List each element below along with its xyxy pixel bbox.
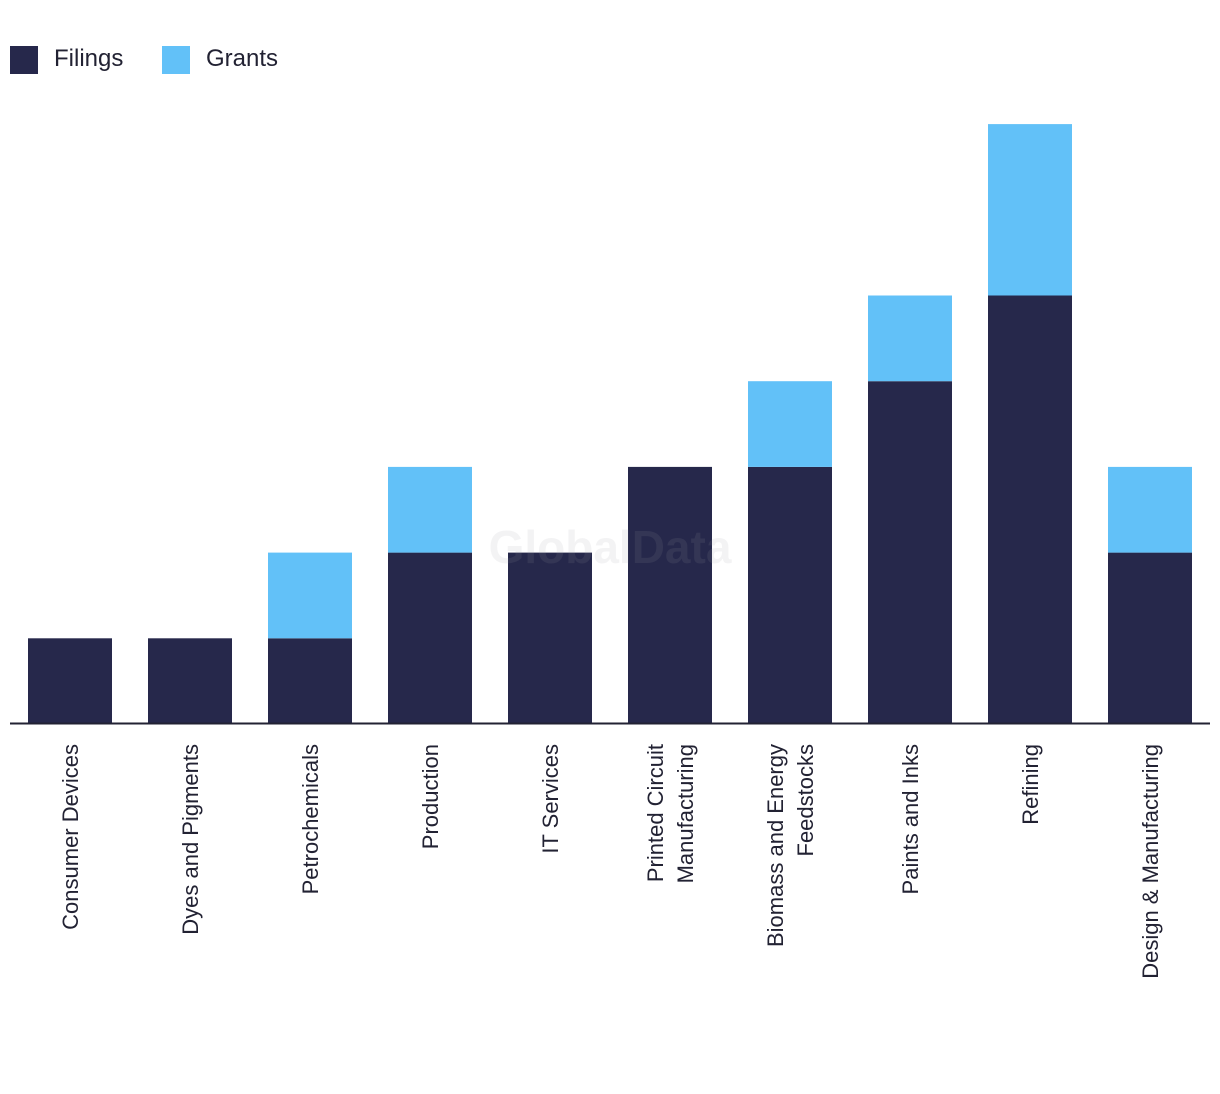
x-tick-label-consumer-devices: Consumer Devices: [58, 744, 83, 930]
x-tick-label-line: Refining: [1018, 744, 1043, 825]
x-tick-label-biomass-and-energy-feedstocks: Biomass and Energy Feedstocks: [763, 744, 818, 947]
bar-filings-biomass-and-energy-feedstocks: [748, 466, 832, 724]
bar-filings-refining: [988, 295, 1072, 724]
x-tick-label-line: Biomass and Energy: [763, 744, 788, 947]
bar-filings-dyes-and-pigments: [148, 638, 232, 724]
x-tick-label-production: Production: [418, 744, 443, 849]
x-tick-label-printed-circuit-manufacturing: Printed Circuit Manufacturing: [643, 744, 698, 883]
x-tick-label-it-services: IT Services: [538, 744, 563, 854]
x-tick-label-line: Design & Manufacturing: [1138, 744, 1163, 979]
bar-filings-petrochemicals: [268, 638, 352, 724]
bar-filings-design-and-manufacturing: [1108, 552, 1192, 724]
x-tick-labels: Consumer Devices Dyes and Pigments Petroch…: [58, 744, 1163, 979]
bar-filings-paints-and-inks: [868, 381, 952, 724]
x-tick-label-line: Consumer Devices: [58, 744, 83, 930]
bar-filings-printed-circuit-manufacturing: [628, 466, 712, 724]
x-tick-label-design-and-manufacturing: Design & Manufacturing: [1138, 744, 1163, 979]
bars: [28, 124, 1192, 724]
x-tick-label-line: Production: [418, 744, 443, 849]
x-tick-label-line: Dyes and Pigments: [178, 744, 203, 935]
legend: Filings Grants: [10, 45, 278, 74]
bar-grants-petrochemicals: [268, 552, 352, 639]
watermark: GlobalData: [489, 521, 732, 573]
legend-label-filings: Filings: [54, 45, 123, 72]
bar-grants-design-and-manufacturing: [1108, 466, 1192, 553]
x-tick-label-line: IT Services: [538, 744, 563, 854]
x-tick-label-line: Paints and Inks: [898, 744, 923, 894]
x-tick-label-line: Printed Circuit: [643, 744, 668, 882]
legend-label-grants: Grants: [206, 45, 278, 72]
bar-grants-production: [388, 466, 472, 553]
bar-filings-it-services: [508, 552, 592, 724]
x-tick-label-dyes-and-pigments: Dyes and Pigments: [178, 744, 203, 935]
x-tick-label-petrochemicals: Petrochemicals: [298, 744, 323, 894]
bar-grants-biomass-and-energy-feedstocks: [748, 381, 832, 467]
bar-filings-consumer-devices: [28, 638, 112, 724]
x-tick-label-refining: Refining: [1018, 744, 1043, 825]
x-tick-label-paints-and-inks: Paints and Inks: [898, 744, 923, 894]
bar-grants-refining: [988, 124, 1072, 296]
x-tick-label-line: Feedstocks: [793, 744, 818, 857]
legend-swatch-filings: [10, 46, 38, 74]
x-tick-label-line: Manufacturing: [673, 744, 698, 883]
bar-grants-paints-and-inks: [868, 295, 952, 382]
legend-swatch-grants: [162, 46, 190, 74]
bar-filings-production: [388, 552, 472, 724]
x-tick-label-line: Petrochemicals: [298, 744, 323, 894]
